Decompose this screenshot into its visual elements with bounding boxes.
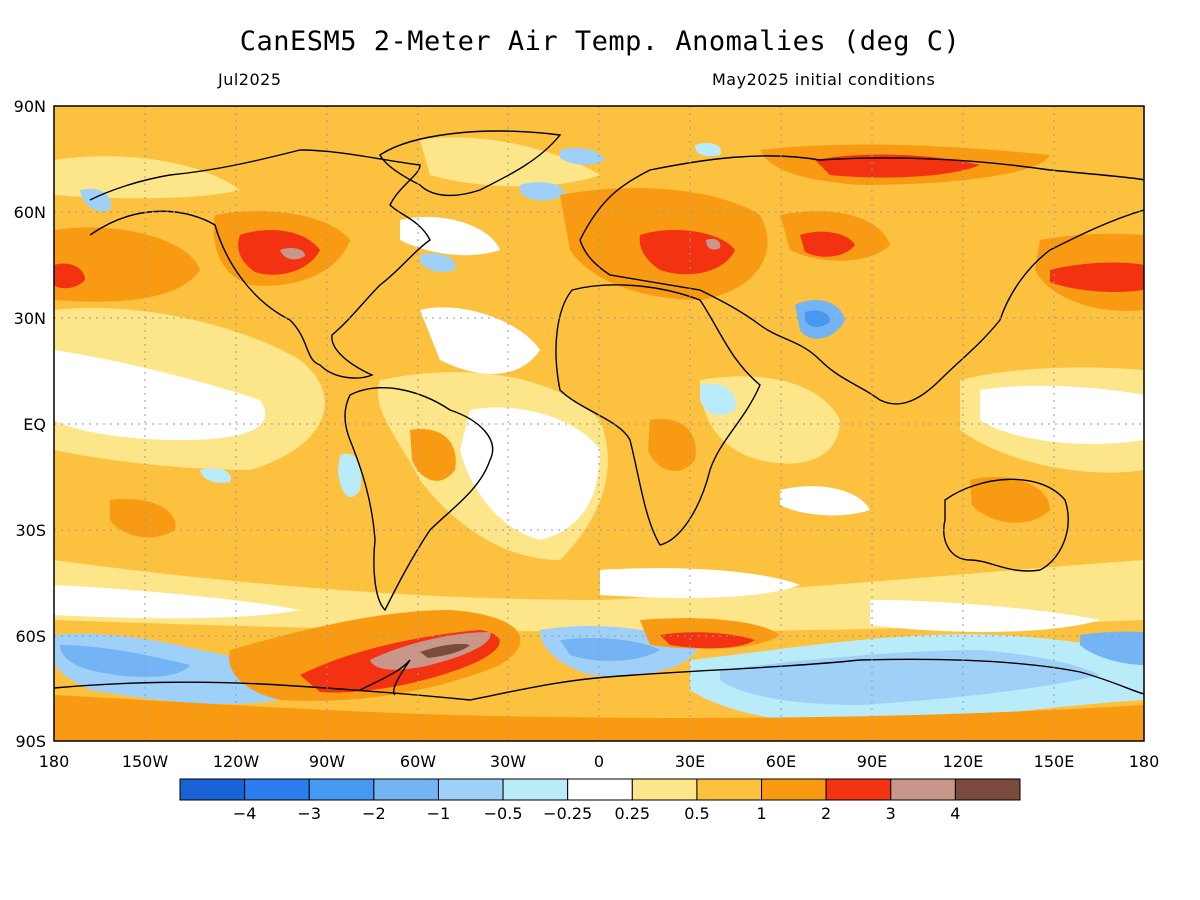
lat-tick-label: 30N <box>14 309 46 328</box>
colorbar-label: −2 <box>362 804 386 823</box>
lon-tick-label: 150W <box>122 752 169 771</box>
cold-anomaly-regions <box>54 143 1144 725</box>
lat-tick-label: 90S <box>15 732 46 751</box>
map-frame <box>53 105 1145 742</box>
antarctica-coast <box>54 658 1144 701</box>
colorbar-label: −0.25 <box>543 804 592 823</box>
lon-tick-label: 0 <box>594 752 604 771</box>
colorbar-swatch <box>890 778 956 801</box>
lat-tick-label: 90N <box>14 97 46 116</box>
colorbar-swatch <box>244 778 310 801</box>
lon-tick-label: 120W <box>213 752 260 771</box>
lon-tick-label: 180 <box>1129 752 1160 771</box>
colorbar-swatch <box>308 778 375 801</box>
colorbar-swatch <box>437 778 504 801</box>
lon-tick-label: 30E <box>675 752 705 771</box>
africa-coast <box>555 284 761 546</box>
colorbar-swatch <box>696 778 763 801</box>
lon-tick-label: 60E <box>766 752 796 771</box>
colorbar-label: −1 <box>427 804 451 823</box>
lat-tick-label: 60N <box>14 203 46 222</box>
longitude-axis: 180 150W 120W 90W 60W 30W 0 30E 60E 90E … <box>39 752 1160 771</box>
colorbar-label: 3 <box>886 804 896 823</box>
greenland-coast <box>379 130 562 197</box>
latitude-axis: 90N 60N 30N EQ 30S 60S 90S <box>14 97 46 751</box>
valid-month-label: Jul2025 <box>218 70 282 89</box>
lon-tick-label: 60W <box>400 752 436 771</box>
lon-tick-label: 120E <box>943 752 984 771</box>
colorbar-label: 0.5 <box>684 804 709 823</box>
neutral-regions <box>54 216 1144 632</box>
colorbar-swatch <box>502 778 569 801</box>
colorbar-swatch <box>567 778 633 801</box>
colorbar-swatch <box>179 778 246 801</box>
colorbar-swatch <box>373 778 439 801</box>
extreme-regions <box>280 238 721 670</box>
init-conditions-label: May2025 initial conditions <box>712 70 936 89</box>
south-america-coast <box>344 387 494 612</box>
colorbar-label: −3 <box>297 804 321 823</box>
lon-tick-label: 180 <box>39 752 70 771</box>
antarctic-peninsula-coast <box>359 659 411 696</box>
colorbar-label: 4 <box>950 804 960 823</box>
colorbar-label: 1 <box>756 804 766 823</box>
lat-tick-label: 60S <box>15 627 46 646</box>
eurasia-coast <box>579 155 1144 405</box>
north-america-coast <box>89 149 431 379</box>
colorbar: −4 −3 −2 −1 −0.5 −0.25 0.25 0.5 1 2 3 4 <box>179 778 1021 823</box>
graticule <box>54 106 1144 741</box>
lon-tick-label: 150E <box>1034 752 1075 771</box>
colorbar-swatch <box>954 778 1021 801</box>
lat-tick-label: 30S <box>15 521 46 540</box>
map-title: CanESM5 2-Meter Air Temp. Anomalies (deg… <box>239 26 961 57</box>
colorbar-label: −0.5 <box>484 804 523 823</box>
australia-coast <box>943 478 1069 572</box>
coastlines <box>54 130 1144 701</box>
colorbar-label: −4 <box>233 804 257 823</box>
colorbar-swatch <box>631 778 698 801</box>
lat-tick-label: EQ <box>23 415 46 434</box>
lon-tick-label: 30W <box>490 752 526 771</box>
colorbar-swatch <box>761 778 827 801</box>
colorbar-label: 0.25 <box>614 804 650 823</box>
colorbar-swatch <box>825 778 892 801</box>
colorbar-label: 2 <box>821 804 831 823</box>
lon-tick-label: 90E <box>857 752 887 771</box>
lon-tick-label: 90W <box>309 752 345 771</box>
